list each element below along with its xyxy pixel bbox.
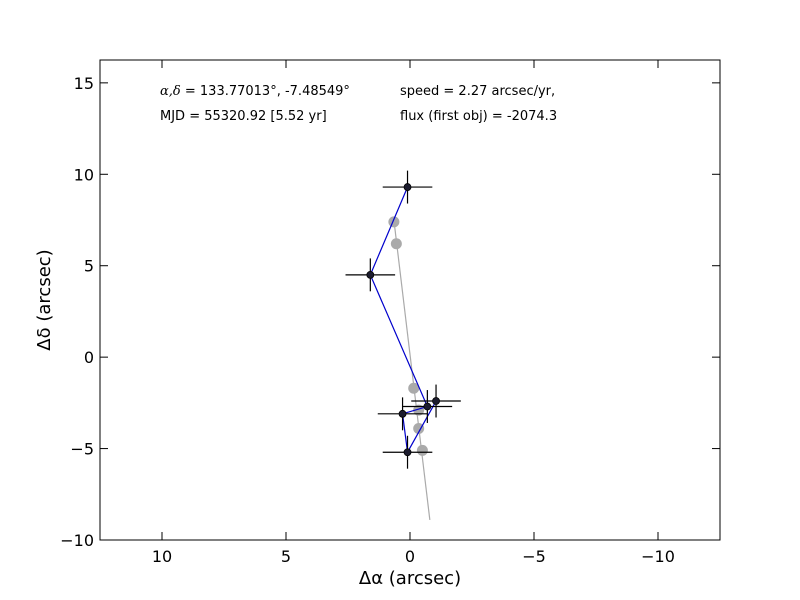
model-point-1 — [390, 238, 402, 250]
model-point-5 — [416, 444, 428, 456]
x-axis-label: Δα (arcsec) — [359, 568, 461, 589]
measured-point-2 — [398, 409, 407, 418]
annotation-mjd: MJD = 55320.92 [5.52 yr] — [160, 109, 327, 124]
y-tick-label-4: −5 — [70, 440, 94, 459]
axes-frame — [99, 59, 721, 541]
model-point-3 — [413, 404, 425, 416]
measured-point-1 — [366, 270, 375, 279]
y-tick-label-1: 10 — [74, 165, 94, 184]
plot-area — [345, 170, 461, 520]
measured-track-line — [369, 186, 437, 455]
measured-point-0 — [403, 183, 412, 191]
x-tick-label-3: −5 — [522, 547, 546, 566]
annotation-speed: speed = 2.27 arcsec/yr, — [400, 84, 555, 99]
annotation-flux: flux (first obj) = -2074.3 — [400, 109, 557, 124]
measured-point-5 — [432, 397, 440, 405]
y-tick-label-2: 5 — [84, 257, 94, 276]
y-tick-label-5: −10 — [60, 531, 94, 550]
measured-point-4 — [423, 402, 432, 411]
y-tick-label-3: 0 — [84, 348, 94, 367]
x-tick-label-2: 0 — [405, 547, 415, 566]
y-axis-label: Δδ (arcsec) — [34, 249, 55, 350]
x-tick-label-1: 5 — [281, 547, 291, 566]
model-point-4 — [413, 422, 425, 434]
annotation-radec-value: = 133.77013°, -7.48549° — [181, 84, 350, 99]
x-tick-label-0: 10 — [152, 547, 172, 566]
measured-point-3 — [403, 448, 412, 457]
axes-ticks: 10 5 0 −5 −10 15 10 5 0 −5 −10 — [60, 60, 720, 566]
x-tick-label-4: −10 — [641, 547, 675, 566]
annotation-radec: α,δ = 133.77013°, -7.48549° — [160, 84, 350, 99]
model-point-2 — [408, 382, 420, 394]
annotation-radec-prefix: α,δ — [160, 84, 181, 99]
y-tick-label-0: 15 — [74, 74, 94, 93]
